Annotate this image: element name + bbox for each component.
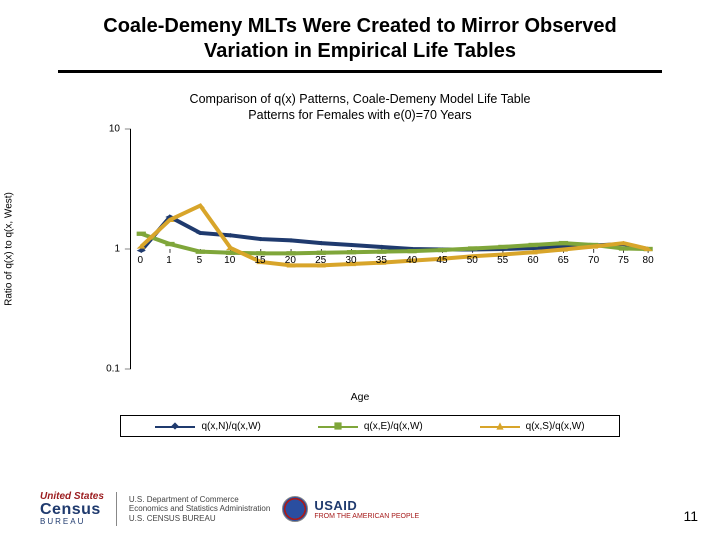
plot xyxy=(130,129,644,369)
x-axis-label: Age xyxy=(70,391,650,403)
x-tick-label: 40 xyxy=(406,255,417,266)
usaid-tagline: FROM THE AMERICAN PEOPLE xyxy=(314,513,419,520)
x-tick-label: 35 xyxy=(376,255,387,266)
footer-separator xyxy=(116,492,117,526)
x-tick-label: 60 xyxy=(527,255,538,266)
plot-area: Ratio of q(x) to q(x, West) 1010.1 01510… xyxy=(70,129,650,369)
legend: q(x,N)/q(x,W) q(x,E)/q(x,W) q(x,S)/q(x,W) xyxy=(120,415,620,437)
chart-svg xyxy=(131,129,644,369)
usaid-seal-icon xyxy=(282,496,308,522)
doc-line3: U.S. CENSUS BUREAU xyxy=(129,514,270,524)
x-tick-label: 1 xyxy=(166,255,172,266)
census-bureau: BUREAU xyxy=(40,518,104,526)
usaid-logo: USAID FROM THE AMERICAN PEOPLE xyxy=(282,496,419,522)
census-name: Census xyxy=(40,502,104,518)
legend-item: q(x,N)/q(x,W) xyxy=(155,420,260,432)
x-tick-label: 20 xyxy=(285,255,296,266)
x-tick-label: 55 xyxy=(497,255,508,266)
legend-label: q(x,N)/q(x,W) xyxy=(201,421,260,432)
usaid-name: USAID xyxy=(314,498,419,513)
x-tick-label: 50 xyxy=(467,255,478,266)
footer-logos: United States Census BUREAU U.S. Departm… xyxy=(40,492,419,526)
x-tick-label: 65 xyxy=(558,255,569,266)
legend-swatch xyxy=(318,420,358,432)
legend-swatch xyxy=(155,420,195,432)
chart-title: Comparison of q(x) Patterns, Coale-Demen… xyxy=(70,92,650,123)
y-axis-label: Ratio of q(x) to q(x, West) xyxy=(4,192,15,306)
legend-label: q(x,S)/q(x,W) xyxy=(526,421,585,432)
doc-line1: U.S. Department of Commerce xyxy=(129,495,270,505)
x-tick-label: 80 xyxy=(643,255,654,266)
legend-swatch xyxy=(480,420,520,432)
title-underline xyxy=(58,70,662,73)
chart-container: Comparison of q(x) Patterns, Coale-Demen… xyxy=(70,92,650,422)
y-tick-label: 1 xyxy=(94,244,120,255)
y-tick-label: 0.1 xyxy=(94,364,120,375)
x-tick-label: 25 xyxy=(315,255,326,266)
legend-label: q(x,E)/q(x,W) xyxy=(364,421,423,432)
x-tick-label: 5 xyxy=(197,255,203,266)
legend-item: q(x,S)/q(x,W) xyxy=(480,420,585,432)
doc-line2: Economics and Statistics Administration xyxy=(129,504,270,514)
slide: Coale-Demeny MLTs Were Created to Mirror… xyxy=(0,0,720,540)
chart-title-line1: Comparison of q(x) Patterns, Coale-Demen… xyxy=(190,92,531,106)
chart-title-line2: Patterns for Females with e(0)=70 Years xyxy=(248,108,471,122)
x-tick-label: 0 xyxy=(137,255,143,266)
x-tick-label: 10 xyxy=(224,255,235,266)
x-tick-label: 45 xyxy=(436,255,447,266)
x-tick-label: 15 xyxy=(254,255,265,266)
usaid-text: USAID FROM THE AMERICAN PEOPLE xyxy=(314,498,419,520)
x-ticks: 015101520253035404550556065707580 xyxy=(130,253,644,267)
page-number: 11 xyxy=(683,508,698,524)
y-ticks: 1010.1 xyxy=(98,129,124,369)
slide-title: Coale-Demeny MLTs Were Created to Mirror… xyxy=(60,14,660,64)
x-tick-label: 70 xyxy=(588,255,599,266)
x-tick-label: 30 xyxy=(345,255,356,266)
y-tick-label: 10 xyxy=(94,124,120,135)
doc-logo: U.S. Department of Commerce Economics an… xyxy=(129,495,270,524)
x-tick-label: 75 xyxy=(618,255,629,266)
census-logo: United States Census BUREAU xyxy=(40,492,104,526)
legend-item: q(x,E)/q(x,W) xyxy=(318,420,423,432)
